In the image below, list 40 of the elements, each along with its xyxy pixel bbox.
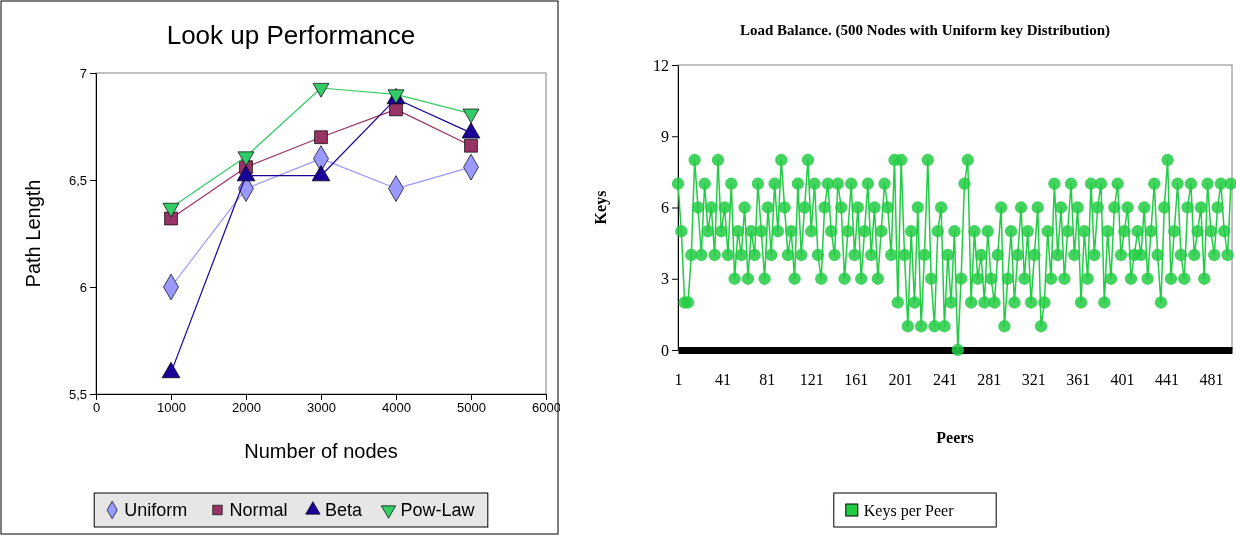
chart-title: Look up Performance	[166, 20, 416, 50]
x-tick-label: 361	[1066, 370, 1091, 388]
y-tick-label: 12	[653, 56, 669, 74]
x-tick-label: 201	[888, 370, 913, 388]
legend-label: Beta	[324, 500, 363, 521]
x-tick-label: 1000	[157, 400, 186, 416]
x-tick-label: 481	[1199, 370, 1224, 388]
chart-title: Load Balance. (500 Nodes with Uniform key Distribution)	[739, 22, 1111, 39]
legend-label: Keys per Peer	[863, 501, 955, 520]
y-tick-label: 6,5	[68, 172, 87, 188]
legend-label: Uniform	[124, 500, 188, 521]
y-tick-label: 9	[661, 127, 669, 145]
y-tick-label: 3	[661, 270, 669, 288]
x-tick-label: 121	[799, 370, 824, 388]
x-tick-label: 441	[1155, 370, 1179, 388]
x-tick-label: 6000	[532, 400, 561, 416]
x-tick-label: 81	[759, 370, 776, 388]
x-tick-label: 2000	[232, 400, 261, 416]
y-axis-title: Keys	[592, 190, 610, 225]
legend-label: Normal	[229, 500, 288, 521]
y-tick-label: 6	[79, 279, 87, 295]
x-tick-label: 281	[977, 370, 1002, 388]
x-tick-label: 161	[844, 370, 869, 388]
legend-label: Pow-Law	[400, 500, 476, 521]
y-tick-label: 7	[79, 65, 87, 81]
x-tick-label: 41	[714, 370, 731, 388]
x-tick-label: 3000	[307, 400, 336, 416]
x-tick-label: 0	[92, 400, 101, 416]
x-tick-label: 1	[674, 370, 683, 388]
x-axis-title: Peers	[936, 429, 974, 446]
y-axis-title: Path Length	[22, 179, 44, 288]
y-tick-label: 5,5	[68, 386, 87, 402]
y-tick-label: 6	[661, 199, 669, 217]
x-tick-label: 5000	[457, 400, 486, 416]
x-tick-label: 4000	[382, 400, 411, 416]
y-tick-label: 0	[661, 341, 669, 359]
x-tick-label: 241	[932, 370, 957, 388]
x-tick-label: 321	[1021, 370, 1046, 388]
x-axis-title: Number of nodes	[244, 440, 398, 462]
x-tick-label: 401	[1110, 370, 1135, 388]
